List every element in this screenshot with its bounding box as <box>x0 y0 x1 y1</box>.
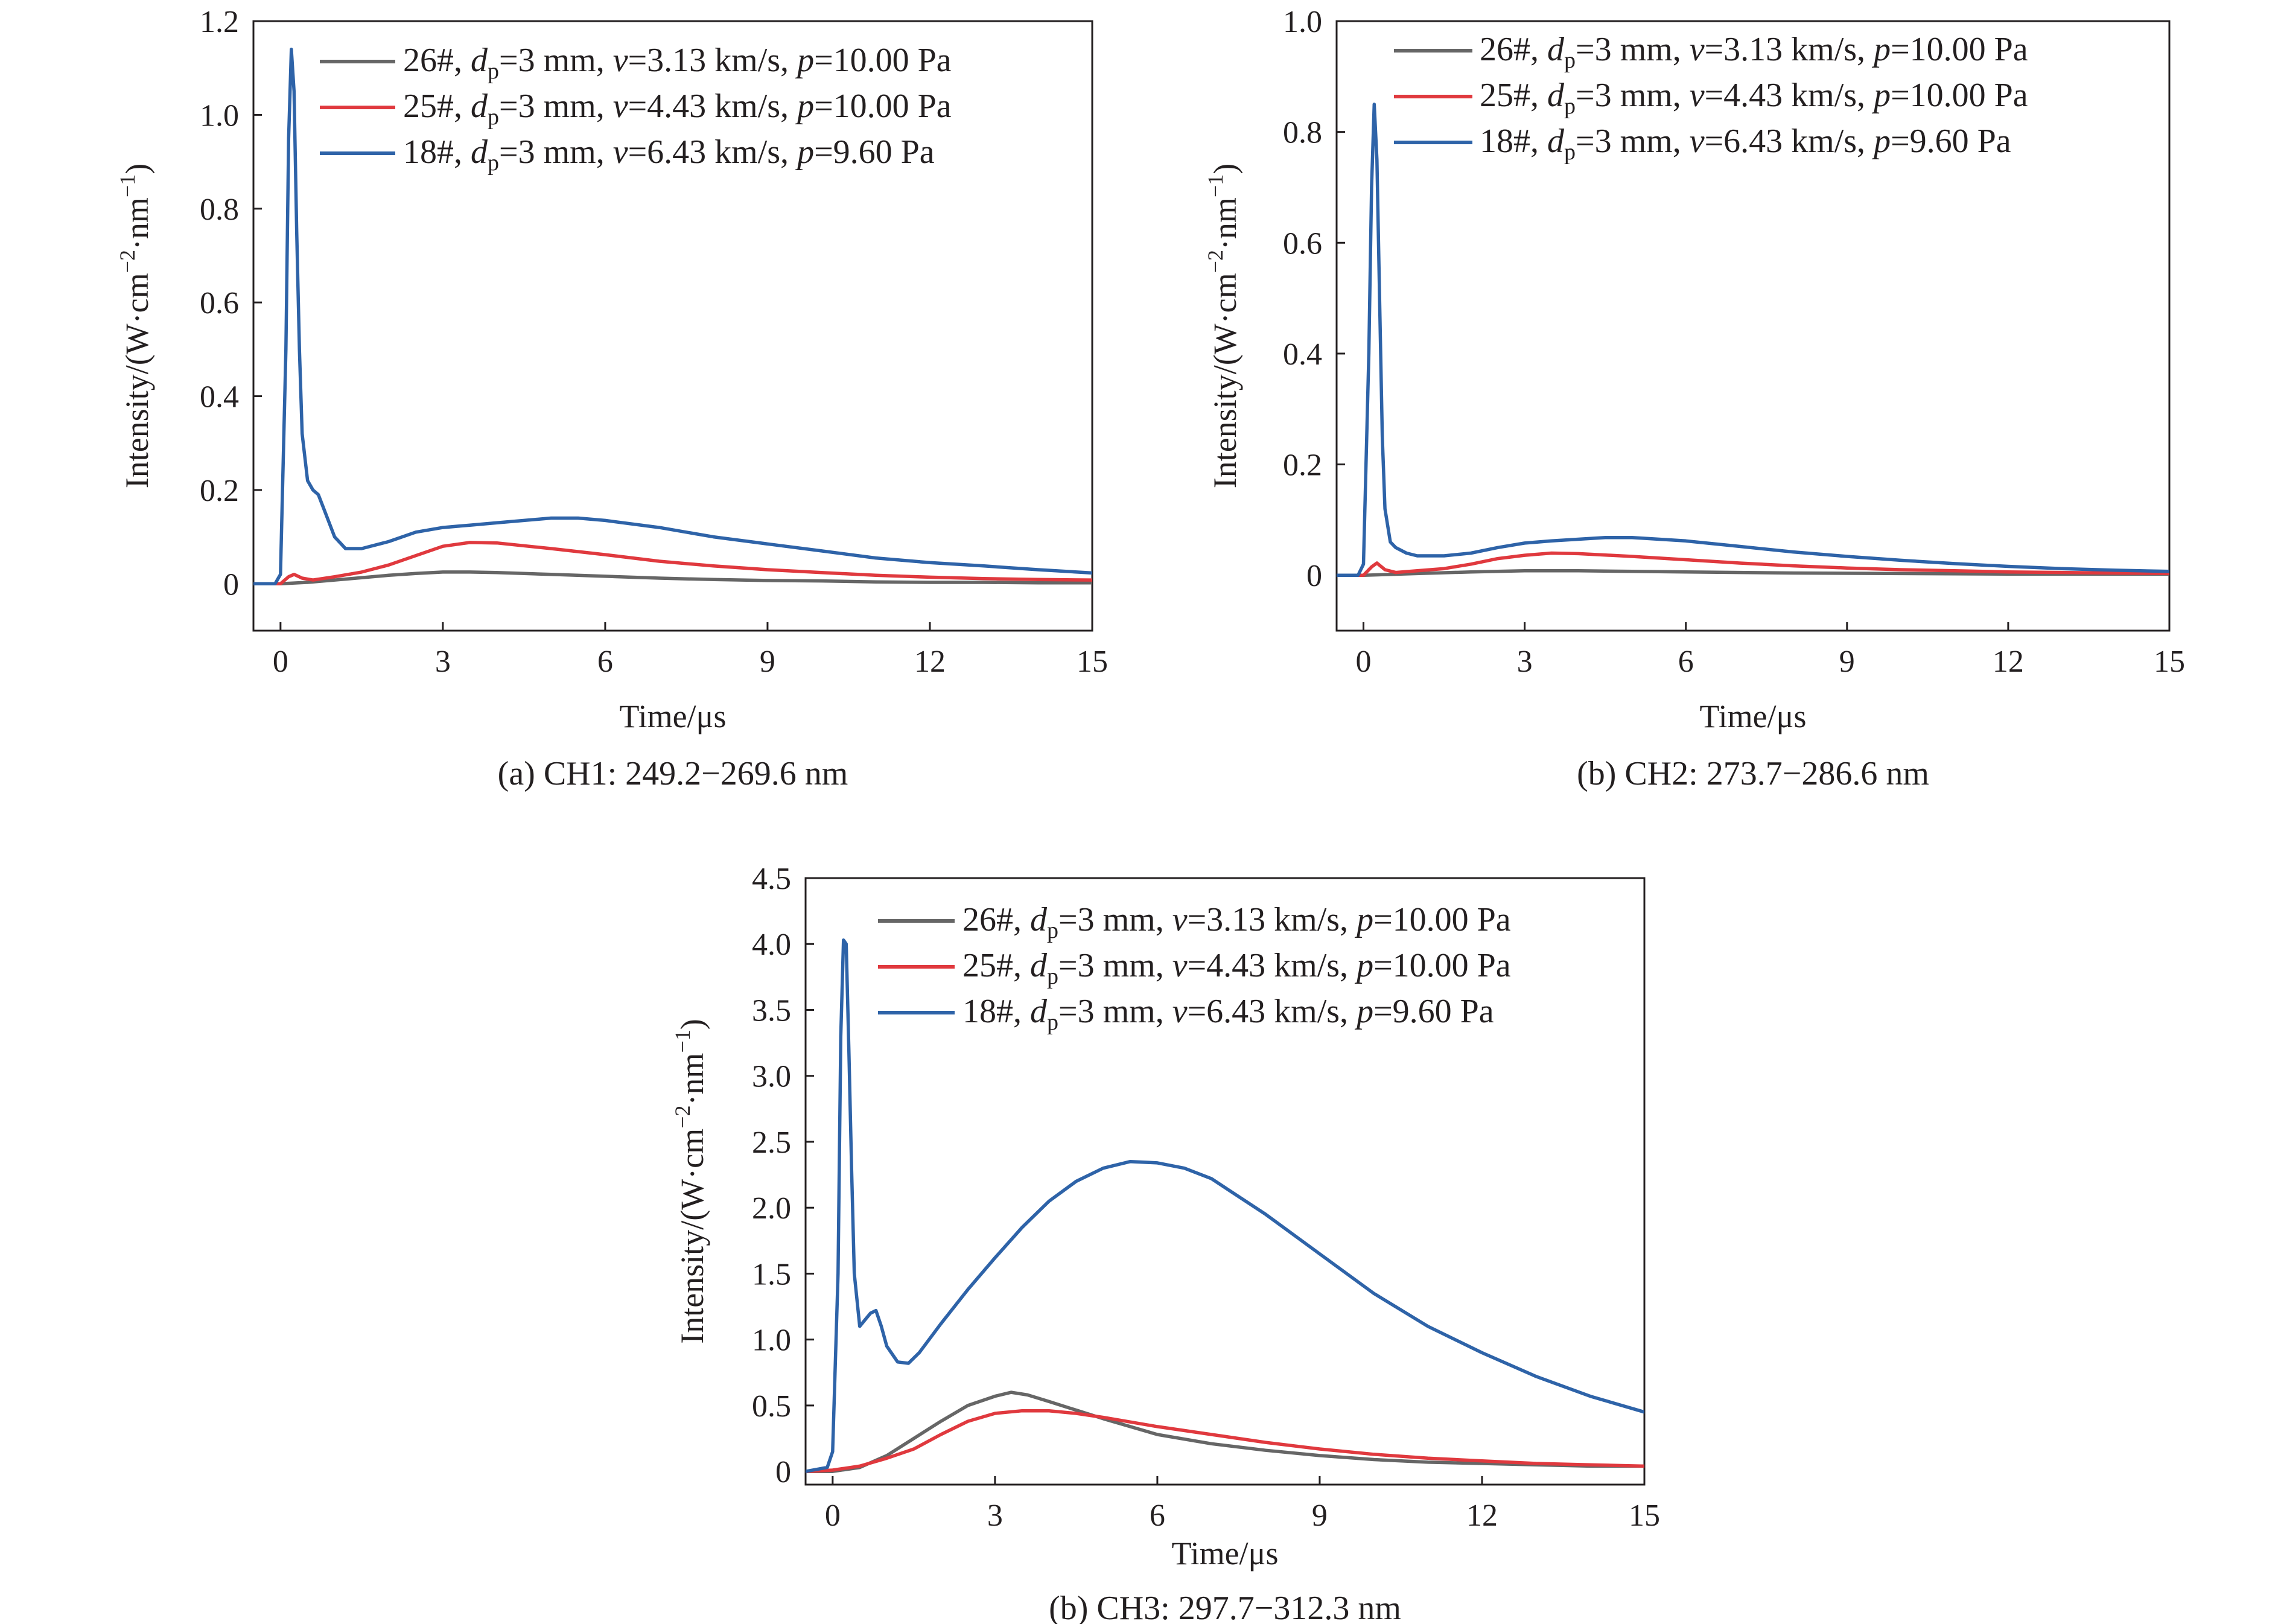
y-tick-label: 0 <box>223 567 239 602</box>
x-tick-label: 12 <box>1466 1498 1498 1533</box>
y-tick-label: 0.4 <box>200 380 239 415</box>
plot-frame <box>252 20 1093 632</box>
chart-ch2: 0 3 6 9 12 15 0 0.2 0.4 0.6 0.8 1.0 Time/μs Intensity… <box>1203 5 2185 792</box>
x-axis-label: Time/μs <box>1171 1535 1278 1571</box>
y-tick-label: 3.0 <box>752 1060 791 1094</box>
series-line-s26 <box>253 570 1092 586</box>
y-tick-label: 1.5 <box>752 1257 791 1291</box>
series-line-s18 <box>253 47 1092 586</box>
series-line-s25 <box>806 1409 1644 1473</box>
chart-caption: (b) CH3: 297.7−312.3 nm <box>1049 1590 1401 1624</box>
legend-label: 18#, dp=3 mm, v=6.43 km/s, p=9.60 Pa <box>1480 123 2011 165</box>
series-group <box>253 47 1092 586</box>
series-line-s26 <box>1337 569 2169 577</box>
x-tick-label: 15 <box>1629 1498 1660 1533</box>
y-tick-label: 1.0 <box>1283 5 1322 39</box>
series-line-s25 <box>253 541 1092 586</box>
legend-label: 18#, dp=3 mm, v=6.43 km/s, p=9.60 Pa <box>403 133 935 176</box>
y-axis-label: Intensity/(W·cm−2·nm−1) <box>115 164 155 489</box>
x-tick-label: 15 <box>2154 645 2185 679</box>
x-tick-label: 3 <box>1517 645 1533 679</box>
chart-ch1: 0 3 6 9 12 15 0 0.2 0.4 0.6 0.8 1.0 1.2 Time/μs Intens… <box>115 5 1108 792</box>
x-tick-label: 0 <box>1356 645 1372 679</box>
legend-label: 25#, dp=3 mm, v=4.43 km/s, p=10.00 Pa <box>962 947 1511 989</box>
x-axis-label: Time/μs <box>619 698 726 734</box>
x-tick-label: 6 <box>1150 1498 1165 1533</box>
x-tick-label: 3 <box>987 1498 1003 1533</box>
y-tick-label: 3.5 <box>752 993 791 1028</box>
y-tick-label: 2.0 <box>752 1191 791 1226</box>
y-tick-label: 0.2 <box>200 474 239 508</box>
legend-label: 26#, dp=3 mm, v=3.13 km/s, p=10.00 Pa <box>1480 31 2028 73</box>
series-line-s18 <box>1337 102 2169 577</box>
plot-frame <box>1335 20 2171 632</box>
x-tick-label: 9 <box>1839 645 1855 679</box>
x-axis-label: Time/μs <box>1699 698 1806 734</box>
y-tick-label: 0.5 <box>752 1389 791 1424</box>
series-line-s18 <box>806 938 1644 1473</box>
legend-label: 26#, dp=3 mm, v=3.13 km/s, p=10.00 Pa <box>403 42 952 84</box>
y-tick-label: 0.8 <box>200 193 239 227</box>
x-tick-label: 12 <box>1993 645 2024 679</box>
series-line-s26 <box>806 1390 1644 1473</box>
legend-label: 25#, dp=3 mm, v=4.43 km/s, p=10.00 Pa <box>1480 77 2028 119</box>
y-tick-label: 0.6 <box>200 286 239 320</box>
y-tick-label: 1.2 <box>200 5 239 39</box>
series-group <box>806 938 1644 1473</box>
y-axis-label: Intensity/(W·cm−2·nm−1) <box>1203 164 1243 489</box>
series-group <box>1337 102 2169 577</box>
y-tick-label: 2.5 <box>752 1126 791 1160</box>
legend-label: 26#, dp=3 mm, v=3.13 km/s, p=10.00 Pa <box>962 901 1511 943</box>
plot-frame <box>804 877 1646 1486</box>
series-line-s25 <box>1337 551 2169 577</box>
x-tick-label: 15 <box>1077 645 1108 679</box>
y-tick-label: 0 <box>775 1455 791 1489</box>
legend-label: 18#, dp=3 mm, v=6.43 km/s, p=9.60 Pa <box>962 993 1494 1035</box>
y-tick-label: 4.5 <box>752 862 791 896</box>
x-tick-label: 9 <box>1312 1498 1328 1533</box>
y-tick-label: 4.0 <box>752 928 791 962</box>
x-tick-label: 0 <box>825 1498 841 1533</box>
y-tick-label: 0.4 <box>1283 337 1322 372</box>
x-tick-label: 9 <box>760 645 775 679</box>
y-tick-label: 0.2 <box>1283 448 1322 483</box>
chart-caption: (b) CH2: 273.7−286.6 nm <box>1577 755 1929 792</box>
y-tick-label: 0 <box>1306 559 1322 593</box>
x-tick-label: 0 <box>273 645 288 679</box>
x-tick-label: 6 <box>1678 645 1694 679</box>
y-axis-label: Intensity/(W·cm−2·nm−1) <box>670 1019 710 1344</box>
legend-label: 25#, dp=3 mm, v=4.43 km/s, p=10.00 Pa <box>403 88 952 130</box>
x-tick-label: 3 <box>435 645 451 679</box>
y-tick-label: 0.6 <box>1283 226 1322 261</box>
chart-caption: (a) CH1: 249.2−269.6 nm <box>498 755 848 792</box>
chart-ch3: 0 3 6 9 12 15 0 0.5 1.0 1.5 2.0 2.5 3.0 3.5 4.0 4.5 Time… <box>670 862 1660 1624</box>
y-tick-label: 1.0 <box>752 1323 791 1358</box>
y-tick-label: 1.0 <box>200 98 239 133</box>
x-tick-label: 12 <box>914 645 946 679</box>
y-tick-label: 0.8 <box>1283 116 1322 150</box>
x-tick-label: 6 <box>597 645 613 679</box>
